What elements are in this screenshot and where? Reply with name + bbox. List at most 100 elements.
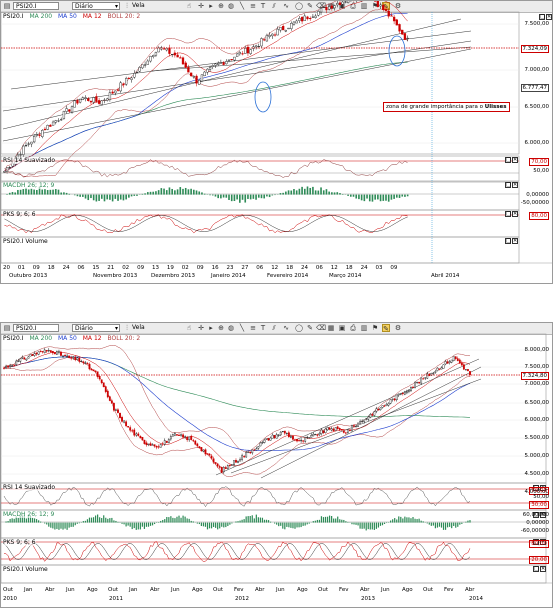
period-select[interactable]: Diário [72,2,120,11]
legend-ma12[interactable]: MA 12 [82,335,102,342]
pane-close-icon[interactable]: ✕ [540,512,546,518]
bottom-toolbar: ▤ PSI20.I Diário ⫶ Vela ☝ ✛ ▸ ⊕ ◍ ╲ ≡ T … [1,323,552,335]
pencil-icon[interactable]: ✎ [307,324,313,332]
wave-icon[interactable]: ∿ [283,324,289,332]
legend-ma50[interactable]: MA 50 [58,13,77,20]
channel-icon[interactable]: ⫽ [272,2,276,10]
candle-body [346,1,350,3]
macd-histogram-bar [212,522,215,527]
pane-maximize-icon[interactable]: □ [505,157,511,163]
chart-type-select[interactable]: Vela [132,324,145,331]
pane-maximize-icon[interactable]: □ [533,566,539,572]
pane-maximize-icon[interactable]: □ [505,182,511,188]
pks-pane-title[interactable]: PKS 9; 6; 6 [3,211,36,218]
flag-icon[interactable]: ⚑ [371,324,379,332]
line-icon[interactable]: ╲ [239,2,245,10]
pane-close-icon[interactable]: ✕ [512,182,518,188]
settings-icon[interactable]: ⚙ [394,2,402,10]
print-icon[interactable]: ⎙ [350,2,356,10]
hand-cursor-icon[interactable]: ☝ [186,324,192,332]
pane-close-icon[interactable]: ✕ [540,566,546,572]
macd-pane-title[interactable]: MACDH 26; 12; 9 [3,182,55,189]
close-icon[interactable]: ✕ [546,14,552,20]
candle-body [214,63,217,66]
rsi-pane-title[interactable]: RSI 14 Suavizado [3,484,56,491]
grid-icon[interactable]: ▦ [327,324,335,332]
fib-icon[interactable]: ≡ [250,2,256,10]
text-icon[interactable]: T [260,2,266,10]
macd-histogram-bar [446,522,449,528]
hand-cursor-icon[interactable]: ☝ [186,2,192,10]
legend-boll[interactable]: BOLL 20: 2 [107,335,141,342]
macd-histogram-bar [331,192,333,195]
macd-histogram-bar [295,190,298,195]
date-tick-label: Ago [297,587,308,593]
macd-histogram-bar [455,522,457,528]
pane-maximize-icon[interactable]: □ [505,238,511,244]
candle-body [318,433,321,435]
period-select[interactable]: Diário [72,324,120,333]
channel-icon[interactable]: ⫽ [272,324,276,332]
pane-maximize-icon[interactable]: □ [533,539,539,545]
legend-ma200[interactable]: MA 200 [29,335,53,342]
rsi-pane-title[interactable]: RSI 14 Suavizado [3,157,56,164]
macd-histogram-bar [74,522,76,526]
maximize-icon[interactable]: □ [539,14,545,20]
symbol-input[interactable]: PSI20.I [13,324,59,332]
pane-maximize-icon[interactable]: □ [533,485,539,491]
legend-ma50[interactable]: MA 50 [58,335,77,342]
book-icon[interactable]: ▥ [360,2,368,10]
ellipse-icon[interactable]: ◯ [295,324,303,332]
pane-close-icon[interactable]: ✕ [512,211,518,217]
symbol-input[interactable]: PSI20.I [13,2,59,10]
eraser-icon[interactable]: ⌫ [316,2,326,10]
pane-close-icon[interactable]: ✕ [512,157,518,163]
save-icon[interactable]: ▣ [338,2,346,10]
macd-histogram-bar [401,194,404,197]
pane-close-icon[interactable]: ✕ [512,238,518,244]
annotation-box[interactable]: zona de grande importância para o Ulisse… [383,102,510,112]
eraser-icon[interactable]: ⌫ [316,324,326,332]
macd-histogram-bar [153,522,156,525]
candle-body [416,381,418,383]
candle-body [391,398,394,400]
arrow-icon[interactable]: ▸ [209,2,213,10]
bucket-icon[interactable]: ◍ [227,2,235,10]
highlight-ellipse [388,35,406,67]
volume-pane-title[interactable]: PSI20.I Volume [3,566,48,573]
pane-maximize-icon[interactable]: □ [533,512,539,518]
bucket-icon[interactable]: ◍ [227,324,235,332]
wave-icon[interactable]: ∿ [283,2,289,10]
year-label: 2014 [469,596,483,602]
chart-type-select[interactable]: Vela [132,2,145,9]
save-icon[interactable]: ▣ [338,324,346,332]
candle-body [206,453,209,455]
macd-histogram-bar [174,518,176,523]
pencil-icon[interactable]: ✎ [307,2,313,10]
line-icon[interactable]: ╲ [239,324,245,332]
arrow-icon[interactable]: ▸ [209,324,213,332]
print-icon[interactable]: ⎙ [350,324,356,332]
legend-ma200[interactable]: MA 200 [29,13,53,20]
pane-maximize-icon[interactable]: □ [505,211,511,217]
zoom-icon[interactable]: ⊕ [218,2,224,10]
pane-close-icon[interactable]: ✕ [540,485,546,491]
flag-icon[interactable]: ⚑ [371,2,379,10]
pks-pane-title[interactable]: PKS 9; 6; 6 [3,539,36,546]
crosshair-icon[interactable]: ✛ [198,324,204,332]
legend-ma12[interactable]: MA 12 [82,13,102,20]
macd-pane-title[interactable]: MACDH 26; 12; 9 [3,511,55,518]
zoom-icon[interactable]: ⊕ [218,324,224,332]
macd-histogram-bar [14,192,16,195]
ellipse-icon[interactable]: ◯ [295,2,303,10]
book-icon[interactable]: ▥ [360,324,368,332]
settings-icon[interactable]: ⚙ [394,324,402,332]
candle-body [139,436,142,439]
volume-pane-title[interactable]: PSI20.I Volume [3,238,48,245]
highlight-tool-icon[interactable]: ✎ [382,324,390,333]
crosshair-icon[interactable]: ✛ [198,2,204,10]
fib-icon[interactable]: ≡ [250,324,256,332]
pane-close-icon[interactable]: ✕ [540,539,546,545]
legend-boll[interactable]: BOLL 20: 2 [107,13,141,20]
text-icon[interactable]: T [260,324,266,332]
